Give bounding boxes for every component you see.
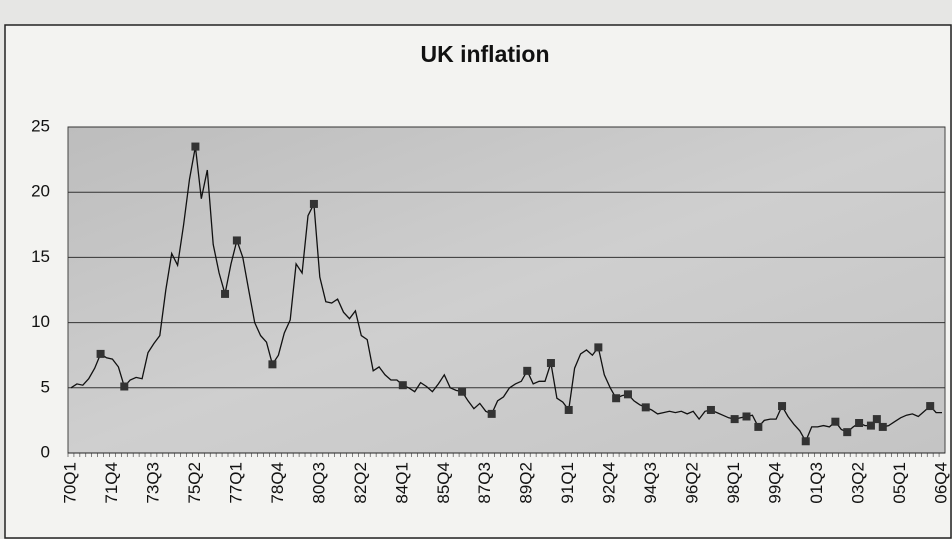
data-marker	[878, 422, 887, 431]
data-marker	[754, 422, 763, 431]
x-tick-label: 70Q1	[60, 462, 79, 504]
x-tick-label: 77Q1	[226, 462, 245, 504]
data-marker	[191, 142, 200, 151]
y-tick-label: 5	[41, 377, 50, 396]
data-marker	[487, 409, 496, 418]
data-marker	[96, 349, 105, 358]
data-marker	[268, 360, 277, 369]
x-tick-label: 73Q3	[143, 462, 162, 504]
data-marker	[623, 390, 632, 399]
x-tick-label: 98Q1	[724, 462, 743, 504]
data-marker	[641, 403, 650, 412]
data-marker	[398, 381, 407, 390]
data-marker	[309, 199, 318, 208]
data-marker	[801, 437, 810, 446]
data-marker	[221, 289, 230, 298]
chart-title: UK inflation	[420, 41, 549, 67]
data-marker	[523, 366, 532, 375]
x-tick-label: 71Q4	[102, 462, 121, 504]
x-tick-label: 87Q3	[475, 462, 494, 504]
y-tick-label: 15	[31, 247, 50, 266]
data-marker	[612, 394, 621, 403]
plot-area	[67, 126, 946, 454]
data-marker	[730, 415, 739, 424]
x-tick-label: 89Q2	[517, 462, 536, 504]
data-marker	[866, 421, 875, 430]
y-tick-label: 25	[31, 116, 50, 135]
data-marker	[872, 415, 881, 424]
x-tick-label: 01Q3	[807, 462, 826, 504]
data-marker	[564, 405, 573, 414]
data-marker	[926, 402, 935, 411]
data-marker	[120, 382, 129, 391]
x-tick-label: 03Q2	[849, 462, 868, 504]
x-tick-label: 84Q1	[392, 462, 411, 504]
x-tick-label: 06Q4	[932, 462, 951, 504]
data-marker	[778, 402, 787, 411]
x-tick-label: 82Q2	[351, 462, 370, 504]
x-tick-label: 85Q4	[434, 462, 453, 504]
data-marker	[546, 359, 555, 368]
data-marker	[843, 428, 852, 437]
x-tick-label: 94Q3	[641, 462, 660, 504]
x-tick-label: 99Q4	[766, 462, 785, 504]
y-tick-label: 10	[31, 312, 50, 331]
x-tick-label: 75Q2	[185, 462, 204, 504]
x-tick-label: 91Q1	[558, 462, 577, 504]
data-marker	[831, 417, 840, 426]
x-tick-label: 92Q4	[600, 462, 619, 504]
y-tick-label: 20	[31, 182, 50, 201]
y-tick-label: 0	[41, 442, 50, 461]
data-marker	[594, 343, 603, 352]
x-tick-label: 96Q2	[683, 462, 702, 504]
data-marker	[458, 387, 467, 396]
x-tick-label: 78Q4	[268, 462, 287, 504]
x-tick-label: 05Q1	[890, 462, 909, 504]
data-marker	[855, 419, 864, 428]
x-tick-label: 80Q3	[309, 462, 328, 504]
data-marker	[706, 405, 715, 414]
data-marker	[742, 412, 751, 421]
data-marker	[232, 236, 241, 245]
data-line	[70, 146, 942, 443]
